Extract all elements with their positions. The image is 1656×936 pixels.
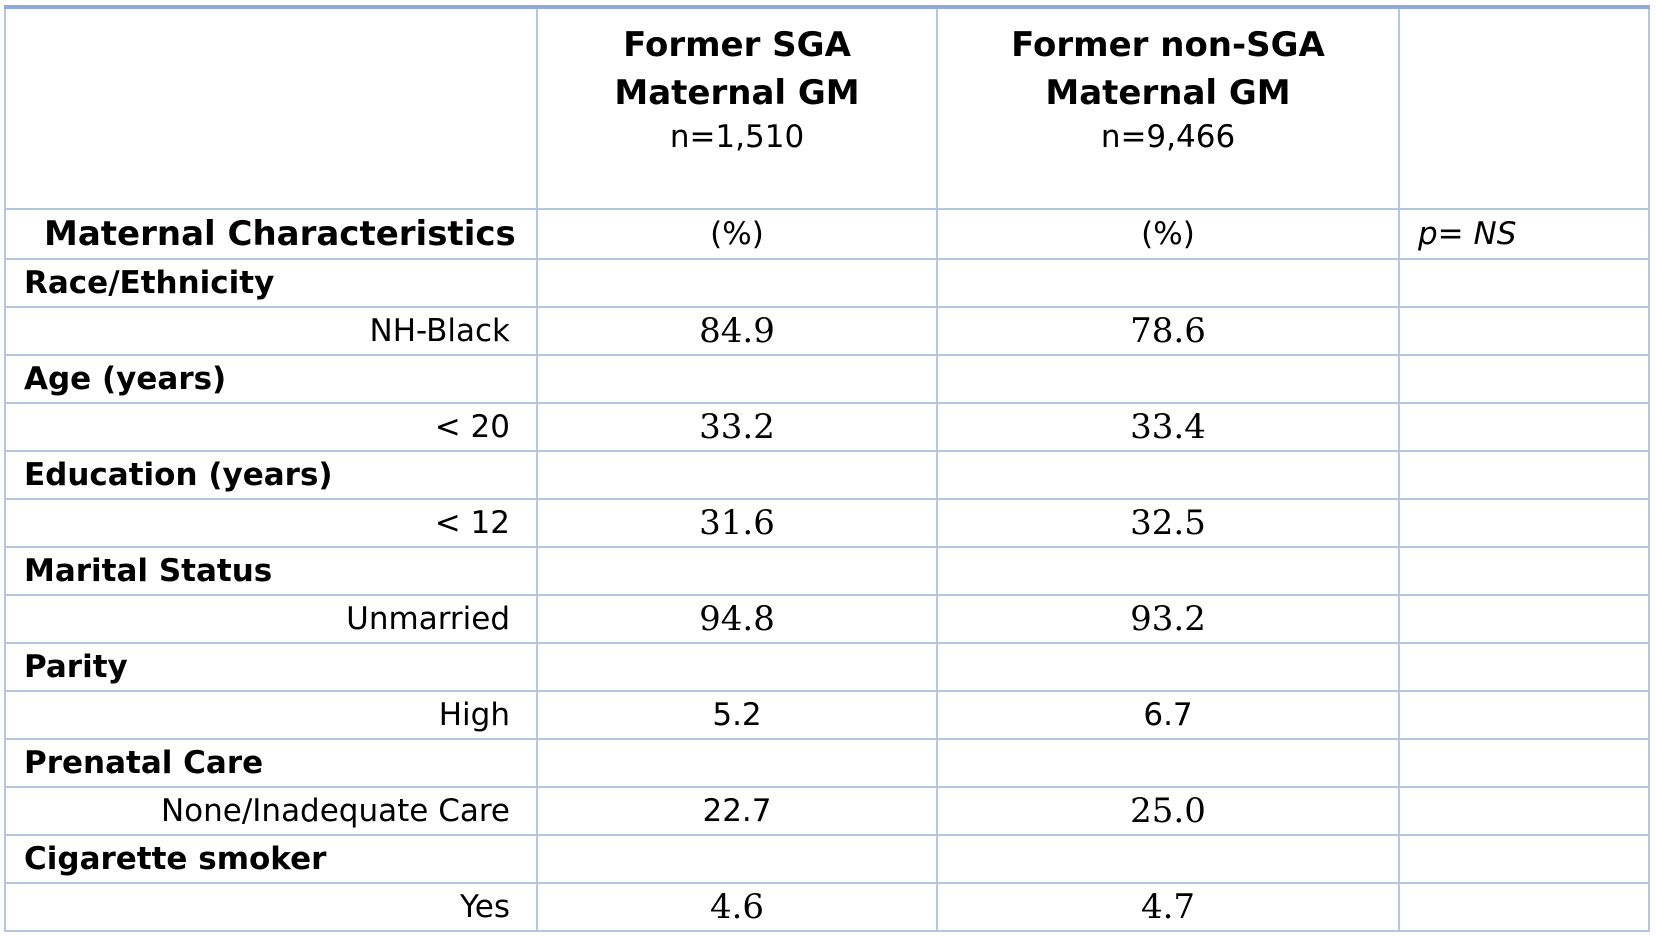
empty-cell (536, 354, 938, 404)
header-row: Former SGA Maternal GM n=1,510 Former no… (4, 5, 1650, 210)
empty-cell (536, 738, 938, 788)
data-rows: Race/Ethnicity NH-Black 84.9 78.6 Age (years… (4, 258, 1650, 932)
table-row: < 12 31.6 32.5 (4, 498, 1650, 548)
maternal-characteristics-title: Maternal Characteristics (4, 208, 538, 260)
header-nonsga-line1: Former non-SGA (1011, 25, 1325, 65)
empty-cell (1398, 306, 1650, 356)
table-row: High 5.2 6.7 (4, 690, 1650, 740)
empty-cell (936, 738, 1400, 788)
empty-cell (1398, 402, 1650, 452)
empty-cell (936, 450, 1400, 500)
empty-cell (936, 834, 1400, 884)
empty-cell (936, 546, 1400, 596)
header-nonsga-n: n=9,466 (1100, 119, 1236, 155)
pvalue: p= NS (1398, 208, 1650, 260)
category-row: Parity (4, 642, 1650, 692)
header-pvalue-cell (1398, 5, 1650, 210)
empty-cell (936, 258, 1400, 308)
sga-value: 5.2 (536, 690, 938, 740)
header-nonsga: Former non-SGA Maternal GM n=9,466 (936, 5, 1400, 210)
empty-cell (1398, 354, 1650, 404)
nonsga-value: 78.6 (936, 306, 1400, 356)
category-row: Age (years) (4, 354, 1650, 404)
sga-value: 33.2 (536, 402, 938, 452)
category-row: Education (years) (4, 450, 1650, 500)
empty-cell (536, 450, 938, 500)
row-label: None/Inadequate Care (4, 786, 538, 836)
table-row: NH-Black 84.9 78.6 (4, 306, 1650, 356)
table-row: < 20 33.2 33.4 (4, 402, 1650, 452)
category-label: Race/Ethnicity (4, 258, 538, 308)
header-sga-line2: Maternal GM (614, 73, 860, 113)
empty-cell (536, 834, 938, 884)
nonsga-unit: (%) (936, 208, 1400, 260)
sga-value: 22.7 (536, 786, 938, 836)
category-label: Parity (4, 642, 538, 692)
table-row: None/Inadequate Care 22.7 25.0 (4, 786, 1650, 836)
table-row: Yes 4.6 4.7 (4, 882, 1650, 932)
nonsga-value: 25.0 (936, 786, 1400, 836)
category-row: Marital Status (4, 546, 1650, 596)
nonsga-value: 32.5 (936, 498, 1400, 548)
empty-cell (1398, 834, 1650, 884)
empty-cell (536, 258, 938, 308)
category-label: Education (years) (4, 450, 538, 500)
empty-cell (1398, 882, 1650, 932)
maternal-characteristics-table: Former SGA Maternal GM n=1,510 Former no… (4, 5, 1650, 932)
empty-cell (536, 546, 938, 596)
header-sga-n: n=1,510 (669, 119, 805, 155)
nonsga-value: 33.4 (936, 402, 1400, 452)
category-label: Cigarette smoker (4, 834, 538, 884)
empty-cell (1398, 594, 1650, 644)
category-row: Race/Ethnicity (4, 258, 1650, 308)
category-row: Cigarette smoker (4, 834, 1650, 884)
sga-value: 84.9 (536, 306, 938, 356)
row-label: High (4, 690, 538, 740)
empty-cell (1398, 642, 1650, 692)
row-label: < 20 (4, 402, 538, 452)
row-label: Yes (4, 882, 538, 932)
row-label: NH-Black (4, 306, 538, 356)
empty-cell (1398, 738, 1650, 788)
empty-cell (1398, 546, 1650, 596)
empty-cell (936, 642, 1400, 692)
nonsga-value: 6.7 (936, 690, 1400, 740)
empty-cell (936, 354, 1400, 404)
header-blank-cell (4, 5, 538, 210)
header-sga-line1: Former SGA (623, 25, 851, 65)
nonsga-value: 4.7 (936, 882, 1400, 932)
category-label: Marital Status (4, 546, 538, 596)
table-row: Unmarried 94.8 93.2 (4, 594, 1650, 644)
sga-value: 94.8 (536, 594, 938, 644)
header-sga: Former SGA Maternal GM n=1,510 (536, 5, 938, 210)
nonsga-value: 93.2 (936, 594, 1400, 644)
row-label: Unmarried (4, 594, 538, 644)
empty-cell (1398, 786, 1650, 836)
category-label: Prenatal Care (4, 738, 538, 788)
empty-cell (1398, 258, 1650, 308)
sga-unit: (%) (536, 208, 938, 260)
subheader-row: Maternal Characteristics (%) (%) p= NS (4, 208, 1650, 260)
sga-value: 4.6 (536, 882, 938, 932)
empty-cell (1398, 450, 1650, 500)
category-label: Age (years) (4, 354, 538, 404)
category-row: Prenatal Care (4, 738, 1650, 788)
empty-cell (536, 642, 938, 692)
empty-cell (1398, 690, 1650, 740)
header-nonsga-line2: Maternal GM (1045, 73, 1291, 113)
row-label: < 12 (4, 498, 538, 548)
sga-value: 31.6 (536, 498, 938, 548)
empty-cell (1398, 498, 1650, 548)
